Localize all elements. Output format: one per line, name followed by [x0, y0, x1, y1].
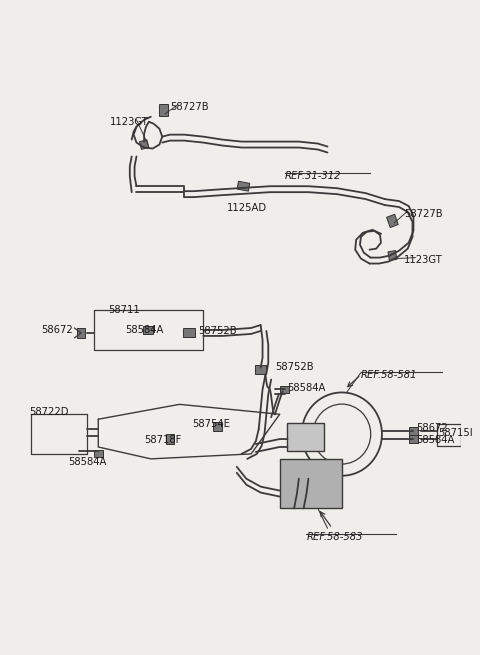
Text: 58752B: 58752B [275, 362, 313, 371]
Text: 58672: 58672 [41, 325, 73, 335]
Polygon shape [94, 451, 103, 457]
Text: 58584A: 58584A [288, 383, 326, 392]
Text: 58727B: 58727B [170, 102, 208, 112]
Text: 58754E: 58754E [192, 419, 230, 429]
Polygon shape [77, 328, 85, 338]
Text: 58711: 58711 [108, 305, 140, 315]
Text: 58584A: 58584A [416, 435, 455, 445]
Text: REF.58-583: REF.58-583 [307, 533, 363, 542]
Text: 58584A: 58584A [125, 325, 163, 335]
Polygon shape [143, 326, 153, 334]
Polygon shape [159, 104, 168, 116]
Bar [280, 459, 342, 508]
Polygon shape [255, 365, 266, 374]
Polygon shape [409, 435, 418, 443]
Text: 1125AD: 1125AD [227, 203, 267, 213]
Text: 58722D: 58722D [29, 407, 69, 417]
Text: 1123GT: 1123GT [110, 117, 148, 127]
Polygon shape [409, 427, 418, 435]
Polygon shape [140, 140, 149, 149]
Text: 58718F: 58718F [144, 435, 181, 445]
Bar [288, 423, 324, 451]
Polygon shape [280, 386, 289, 393]
Text: 58727B: 58727B [404, 209, 443, 219]
Polygon shape [237, 181, 250, 191]
Polygon shape [388, 250, 397, 261]
Polygon shape [213, 422, 222, 430]
Text: 58584A: 58584A [68, 457, 106, 467]
Text: 1123GT: 1123GT [404, 255, 443, 265]
Text: 58672: 58672 [416, 423, 448, 433]
Text: REF.31-312: REF.31-312 [285, 172, 341, 181]
Polygon shape [386, 214, 398, 227]
Polygon shape [166, 434, 174, 444]
Text: 58752B: 58752B [199, 326, 237, 336]
Text: 58715I: 58715I [438, 428, 473, 438]
Text: REF.58-581: REF.58-581 [361, 369, 418, 380]
Polygon shape [183, 329, 195, 337]
